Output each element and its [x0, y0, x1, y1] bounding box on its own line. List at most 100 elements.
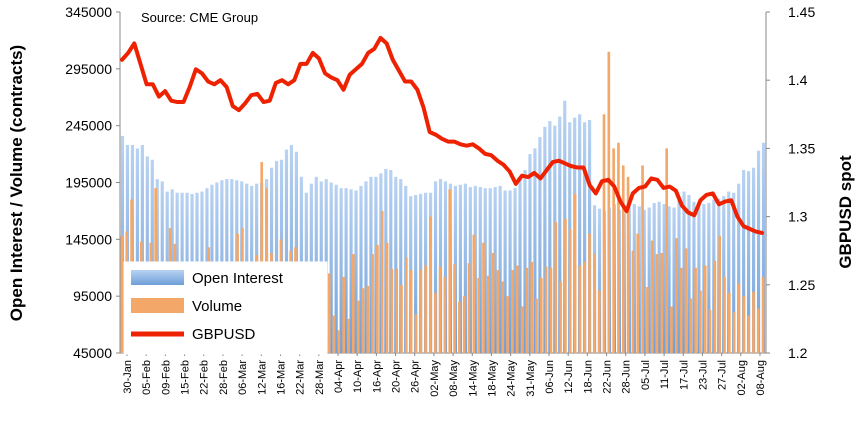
y-tick-label: 345000: [65, 4, 112, 20]
open-interest-bar: [359, 185, 363, 353]
volume-bar: [747, 315, 750, 353]
open-interest-bar: [433, 181, 438, 353]
open-interest-bar: [523, 170, 527, 353]
gbpusd-series: [120, 35, 764, 235]
y-axis-title: Open Interest / Volume (contracts): [7, 45, 26, 321]
volume-bar: [636, 233, 640, 353]
volume-bar: [496, 270, 500, 353]
open-interest-bar: [145, 156, 149, 353]
open-interest-bar: [443, 181, 448, 353]
volume-bar: [482, 242, 485, 353]
x-tick-label: 16-Mar: [275, 360, 287, 395]
open-interest-bar: [513, 188, 517, 353]
volume-bar: [395, 268, 399, 353]
volume-bar: [414, 314, 418, 353]
open-interest-bar: [583, 122, 587, 353]
open-interest-bar: [652, 202, 656, 353]
volume-bar: [506, 296, 509, 353]
x-tick-label: 05-Feb: [141, 360, 153, 395]
x-tick-label: 16-Apr: [371, 360, 383, 393]
open-interest-bar: [399, 179, 403, 353]
volume-bar: [535, 298, 538, 353]
volume-bar: [694, 267, 697, 353]
volume-bar: [761, 276, 765, 353]
y2-tick-label: 1.4: [788, 72, 808, 88]
y2-tick-label: 1.3: [788, 209, 808, 225]
volume-bar: [554, 222, 558, 353]
volume-bar: [462, 296, 466, 353]
volume-bar: [511, 270, 514, 353]
open-interest-bar: [647, 207, 651, 353]
open-interest-bar: [538, 137, 542, 353]
open-interest-bar: [518, 177, 522, 353]
open-interest-bar: [722, 196, 726, 353]
open-interest-bar: [742, 170, 746, 353]
volume-bar: [660, 252, 664, 353]
open-interest-bar: [747, 171, 751, 353]
volume-bar: [588, 233, 591, 353]
open-interest-bar: [389, 170, 393, 353]
open-interest-bar: [751, 167, 756, 353]
open-interest-bar: [344, 188, 348, 353]
open-interest-bar: [284, 149, 289, 353]
y-tick-label: 45000: [73, 345, 112, 361]
open-interest-bar: [672, 207, 676, 353]
x-tick-label: 22-Jun: [602, 360, 614, 394]
open-interest-bar: [533, 148, 537, 353]
open-interest-bar: [662, 204, 666, 353]
volume-bar: [400, 284, 403, 353]
open-interest-bar: [289, 144, 294, 353]
volume-bar: [674, 238, 678, 353]
y2-axis-ticks: 1.2 1.25 1.3 1.35 1.4 1.45: [766, 4, 815, 361]
y-tick-label: 95000: [73, 288, 112, 304]
open-interest-bar: [364, 181, 368, 353]
volume-bar: [520, 306, 524, 353]
x-tick-label: 20-Apr: [391, 360, 403, 393]
open-interest-bar: [339, 188, 343, 353]
volume-bar: [723, 276, 726, 353]
volume-bar: [612, 148, 615, 353]
volume-bar: [380, 210, 384, 353]
volume-bar: [732, 312, 736, 353]
volume-bar: [472, 234, 476, 353]
volume-bar: [366, 285, 370, 353]
volume-bar: [448, 189, 452, 353]
volume-bar: [260, 162, 264, 353]
volume-bar: [327, 273, 331, 353]
volume-bar: [356, 300, 360, 353]
volume-bar: [564, 218, 567, 353]
open-interest-bar: [354, 190, 358, 353]
volume-bar: [515, 265, 519, 353]
volume-bar: [756, 308, 760, 353]
x-tick-label: 24-May: [506, 360, 518, 397]
open-interest-bar: [632, 204, 636, 353]
volume-bar: [626, 176, 630, 353]
x-tick-label: 30-Jan: [122, 360, 134, 394]
volume-bar: [650, 240, 654, 353]
open-interest-bar: [687, 195, 691, 353]
y2-axis-title: GBPUSD spot: [836, 155, 855, 269]
volume-bar: [752, 291, 755, 353]
open-interest-bar: [761, 142, 766, 353]
volume-bar: [501, 281, 505, 353]
x-tick-label: 14-May: [467, 360, 479, 397]
gbpusd-line: [120, 35, 764, 235]
volume-bar: [530, 262, 533, 353]
volume-bar: [713, 260, 717, 353]
open-interest-bar: [414, 195, 418, 353]
volume-bar: [578, 265, 582, 353]
open-interest-bar: [503, 190, 507, 353]
volume-bar: [737, 283, 741, 353]
y2-tick-label: 1.25: [788, 277, 815, 293]
x-tick-label: 27-Jul: [717, 360, 729, 390]
volume-bar: [631, 250, 635, 353]
open-interest-bar: [473, 185, 477, 353]
volume-bar: [347, 318, 350, 353]
volume-bar: [617, 142, 620, 353]
volume-bar: [549, 267, 553, 353]
open-interest-bar: [463, 183, 467, 353]
volume-bar: [602, 114, 606, 353]
volume-bar: [443, 276, 447, 353]
volume-bar: [491, 252, 495, 353]
